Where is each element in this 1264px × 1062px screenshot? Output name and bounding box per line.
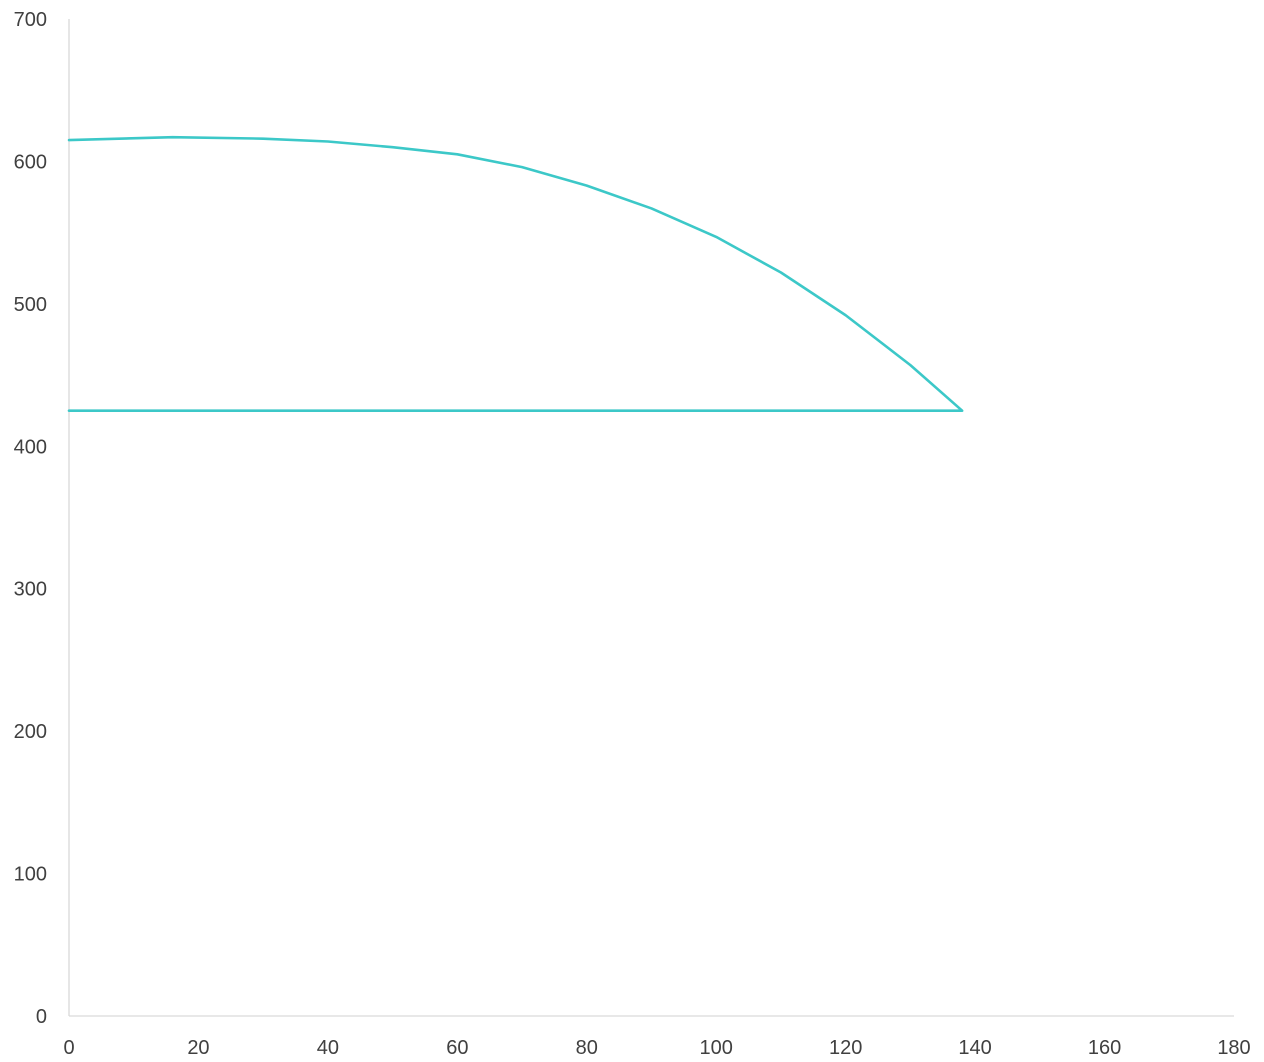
y-tick-label: 400 (14, 436, 47, 458)
x-tick-label: 120 (829, 1037, 862, 1059)
x-tick-label: 140 (958, 1037, 991, 1059)
y-tick-label: 300 (14, 579, 47, 601)
x-tick-label: 160 (1088, 1037, 1121, 1059)
y-tick-label: 0 (36, 1006, 47, 1028)
x-tick-label: 80 (576, 1037, 598, 1059)
x-tick-labels: 0 20 40 60 80 100 120 140 160 180 (63, 1037, 1250, 1059)
y-tick-label: 500 (14, 294, 47, 316)
x-tick-label: 40 (317, 1037, 339, 1059)
x-tick-label: 60 (446, 1037, 468, 1059)
x-tick-label: 20 (187, 1037, 209, 1059)
x-tick-label: 180 (1217, 1037, 1250, 1059)
x-tick-label: 100 (700, 1037, 733, 1059)
series-line-0 (67, 135, 964, 412)
x-tick-label: 0 (63, 1037, 74, 1059)
y-tick-label: 100 (14, 864, 47, 886)
y-tick-labels: 0 100 200 300 400 500 600 700 (14, 9, 47, 1028)
y-axis: 0 100 200 300 400 500 600 700 (14, 9, 70, 1028)
y-tick-label: 200 (14, 721, 47, 743)
y-tick-label: 600 (14, 151, 47, 173)
series-group (67, 135, 964, 412)
y-tick-label: 700 (14, 9, 47, 31)
x-axis: 0 20 40 60 80 100 120 140 160 180 (63, 1015, 1251, 1059)
